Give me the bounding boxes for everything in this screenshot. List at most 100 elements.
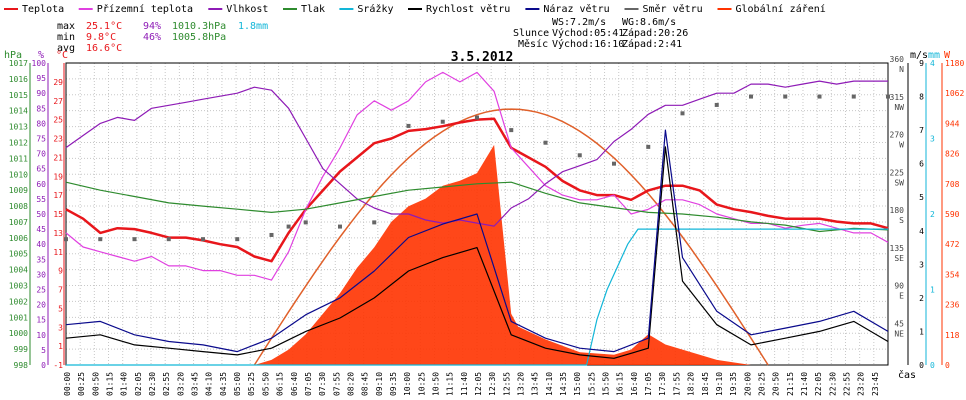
wind-direction-point	[235, 237, 240, 242]
tick-label-pressure: 1013	[9, 123, 28, 132]
tick-label-time: 22:55	[842, 372, 851, 396]
tick-label-time: 01:15	[106, 372, 115, 396]
tick-label-rain: 3	[930, 135, 935, 144]
tick-label-radiation: 472	[945, 240, 960, 249]
tick-label-wind: 7	[919, 126, 924, 135]
tick-label-time: 00:25	[77, 372, 86, 396]
tick-label-temperature: 19	[53, 172, 63, 181]
tick-label-time: 05:50	[261, 372, 270, 396]
tick-label-humidity: 45	[36, 225, 46, 234]
wind-direction-point	[851, 94, 856, 99]
tick-label-radiation: 0	[945, 361, 950, 370]
legend-label: Přízemní teplota	[97, 3, 193, 15]
tick-label-wind: 0	[919, 361, 924, 370]
tick-label-time: 00:00	[63, 372, 72, 396]
tick-label-temperature: 11	[53, 248, 63, 257]
tick-label-radiation: 1062	[945, 89, 964, 98]
tick-label-time: 23:45	[871, 372, 880, 396]
tick-label-pressure: 1006	[9, 234, 28, 243]
wind-direction-point	[577, 153, 582, 158]
tick-label-humidity: 80	[36, 119, 46, 128]
tick-label-humidity: 25	[36, 286, 46, 295]
series-radiation	[66, 144, 888, 365]
tick-label-time: 08:20	[346, 372, 355, 396]
tick-label-wind: 3	[919, 260, 924, 269]
moon-label: Měsíc	[518, 38, 548, 50]
tick-label-temperature: 7	[58, 286, 63, 295]
tick-label-wind: 5	[919, 193, 924, 202]
tick-label-pressure: 1001	[9, 313, 28, 322]
wind-direction-point	[680, 111, 685, 116]
tick-label-compass: NE	[894, 329, 904, 338]
wind-direction-point	[612, 161, 616, 166]
tick-label-pressure: 1005	[9, 250, 28, 259]
legend-label: Srážky	[357, 3, 393, 15]
legend-label: Vlhkost	[226, 4, 268, 15]
series-p-zemn-teplota	[65, 71, 889, 281]
tick-label-time: 10:50	[431, 372, 440, 396]
tick-label-radiation: 236	[945, 301, 960, 310]
tick-label-rain: 2	[930, 210, 935, 219]
clear-sky-curve	[253, 108, 769, 366]
tick-label-temperature: 13	[53, 229, 63, 238]
tick-label-direction: 225	[890, 168, 905, 177]
tick-label-direction: 270	[890, 131, 905, 140]
unit-mm: mm	[928, 50, 940, 61]
tick-label-time: 02:30	[148, 372, 157, 396]
stats-avg-label: avg	[57, 43, 75, 54]
tick-label-humidity: 20	[36, 301, 46, 310]
tick-label-wind: 6	[919, 160, 924, 169]
stats-max-label: max	[57, 21, 75, 32]
tick-label-time: 04:35	[219, 372, 228, 396]
stats-max-temp: 25.1°C	[86, 21, 122, 32]
tick-label-radiation: 708	[945, 180, 960, 189]
wind-direction-point	[440, 119, 445, 124]
tick-label-humidity: 65	[36, 165, 46, 174]
tick-label-time: 11:15	[446, 372, 455, 396]
tick-label-time: 12:05	[474, 372, 483, 396]
wind-direction-point	[646, 144, 651, 149]
tick-label-temperature: 17	[53, 191, 63, 200]
tick-label-time: 20:50	[772, 372, 781, 396]
tick-label-radiation: 944	[945, 119, 960, 128]
tick-label-humidity: 70	[36, 150, 46, 159]
wind-direction-point	[475, 115, 479, 120]
tick-label-radiation: 826	[945, 150, 960, 159]
tick-label-humidity: 95	[36, 74, 46, 83]
tick-label-compass: W	[899, 141, 904, 150]
wind-direction-point	[406, 123, 411, 128]
wind-direction-point	[749, 94, 753, 99]
unit-hpa: hPa	[4, 50, 22, 61]
tick-label-direction: 135	[890, 244, 905, 253]
unit-pct: %	[38, 50, 44, 61]
tick-label-time: 03:20	[176, 372, 185, 396]
tick-label-temperature: 25	[53, 116, 63, 125]
astro-info: WS:7.2m/s WG:8.6m/s Slunce Východ:05:41 …	[513, 17, 688, 50]
tick-label-direction: 90	[894, 282, 904, 291]
wind-direction-point	[64, 237, 68, 242]
tick-label-pressure: 1009	[9, 186, 28, 195]
wind-direction-point	[338, 224, 342, 229]
tick-label-pressure: 1004	[9, 266, 28, 275]
tick-label-radiation: 590	[945, 210, 960, 219]
stats-max-rain: 1.8mm	[238, 21, 268, 32]
tick-label-pressure: 1003	[9, 282, 28, 291]
tick-label-radiation: 118	[945, 331, 960, 340]
unit-w: W	[944, 50, 951, 61]
chart-series	[64, 71, 890, 366]
tick-label-pressure: 1011	[9, 154, 28, 163]
unit-ms: m/s	[910, 50, 928, 61]
tick-label-humidity: 85	[36, 104, 46, 113]
tick-label-time: 15:00	[573, 372, 582, 396]
legend-label: Globální záření	[736, 3, 826, 15]
legend-label: Náraz větru	[543, 3, 609, 15]
tick-label-time: 10:25	[417, 372, 426, 396]
tick-label-wind: 8	[919, 93, 924, 102]
tick-label-temperature: 21	[53, 153, 63, 162]
tick-label-time: 20:25	[757, 372, 766, 396]
tick-label-time: 15:50	[602, 372, 611, 396]
tick-label-temperature: 9	[58, 267, 63, 276]
wind-direction-point	[269, 232, 274, 237]
tick-label-time: 02:05	[134, 372, 143, 396]
tick-label-compass: SW	[894, 178, 904, 187]
